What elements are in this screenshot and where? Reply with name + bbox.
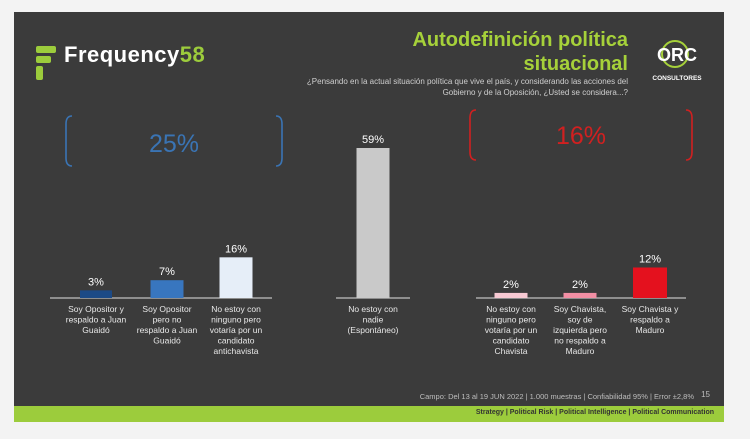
category-label-4: No estoy con nadie (Espontáneo) bbox=[347, 304, 398, 335]
bar-2 bbox=[150, 280, 184, 298]
bar-6 bbox=[563, 292, 597, 298]
tagline: Strategy | Political Risk | Political In… bbox=[475, 409, 714, 416]
orc-logo-text: ORC bbox=[657, 45, 697, 65]
chavista-bracket-left bbox=[469, 109, 477, 161]
brand-name: Frequency58 bbox=[64, 42, 206, 67]
opposition-bracket-right bbox=[275, 115, 283, 167]
category-label-1: Soy Opositor y respaldo a Juan Guaidó bbox=[66, 304, 127, 335]
page-number: 15 bbox=[701, 390, 710, 399]
chavista-bracket-right bbox=[685, 109, 693, 161]
bar-7 bbox=[633, 267, 667, 298]
bar-chart: 25% 16% 3% Soy Opositor y respaldo a Juan Gua… bbox=[50, 109, 693, 356]
opposition-total-pct: 25% bbox=[149, 130, 199, 158]
data-label-6: 2% bbox=[572, 279, 588, 291]
bottom-bar: Strategy | Political Risk | Political In… bbox=[14, 406, 724, 422]
slide-panel: Frequency58 Autodefinición política situ… bbox=[14, 12, 724, 422]
bar-3 bbox=[219, 257, 253, 298]
brand-number: 58 bbox=[179, 42, 206, 67]
data-label-7: 12% bbox=[639, 253, 661, 265]
orc-logo-sub: CONSULTORES bbox=[652, 75, 702, 82]
slide-title: Autodefinición política situacional bbox=[328, 28, 628, 76]
opposition-bracket-left bbox=[65, 115, 73, 167]
slide-subtitle: ¿Pensando en la actual situación polític… bbox=[306, 77, 628, 97]
category-label-3: No estoy con ninguno pero votaría por un ca… bbox=[210, 304, 263, 356]
data-label-5: 2% bbox=[503, 279, 519, 291]
frequency58-logo-icon bbox=[36, 46, 56, 80]
title-line-1: Autodefinición política bbox=[412, 29, 628, 51]
footer-note: Campo: Del 13 al 19 JUN 2022 | 1.000 mue… bbox=[419, 392, 694, 401]
category-label-6: Soy Chavista, soy de izquierda pero no resp… bbox=[553, 304, 607, 356]
data-label-1: 3% bbox=[88, 276, 104, 288]
bar-1 bbox=[80, 290, 112, 298]
title-line-2: situacional bbox=[523, 53, 628, 75]
chavista-total-pct: 16% bbox=[556, 122, 606, 150]
data-label-2: 7% bbox=[159, 266, 175, 278]
category-label-5: No estoy con ninguno pero votaría por un ca… bbox=[485, 304, 538, 356]
bar-5 bbox=[494, 292, 528, 298]
data-label-3: 16% bbox=[225, 243, 247, 255]
category-label-2: Soy Opositor pero no respaldo a Juan Guaidó bbox=[137, 304, 198, 346]
orc-consultores-logo-icon: ORC CONSULTORES bbox=[652, 40, 702, 82]
data-label-4: 59% bbox=[362, 134, 384, 146]
category-label-7: Soy Chavista y respaldo a Maduro bbox=[622, 304, 679, 335]
bar-4 bbox=[356, 148, 390, 298]
